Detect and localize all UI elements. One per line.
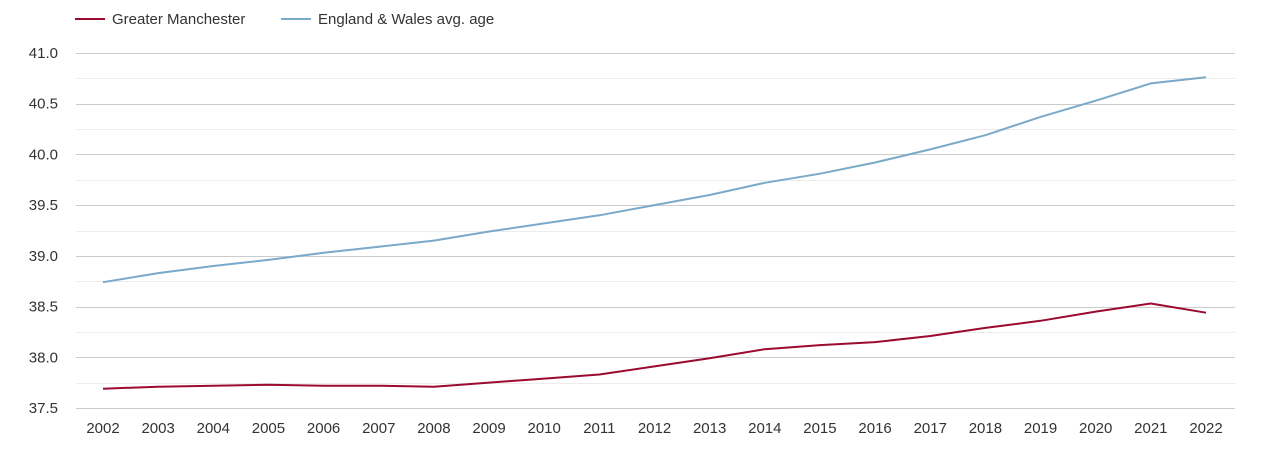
x-tick-label: 2017: [914, 420, 947, 437]
y-tick-label: 40.5: [29, 96, 58, 113]
x-tick-label: 2005: [252, 420, 285, 437]
x-tick-label: 2021: [1134, 420, 1167, 437]
x-tick-label: 2022: [1189, 420, 1222, 437]
x-tick-label: 2010: [528, 420, 561, 437]
gridlines: [76, 53, 1235, 409]
x-tick-label: 2007: [362, 420, 395, 437]
y-tick-label: 41.0: [29, 45, 58, 62]
x-tick-label: 2015: [803, 420, 836, 437]
x-tick-label: 2020: [1079, 420, 1112, 437]
y-tick-label: 39.5: [29, 197, 58, 214]
series-lines: [102, 76, 1207, 390]
y-tick-label: 39.0: [29, 248, 58, 265]
x-tick-label: 2019: [1024, 420, 1057, 437]
x-tick-label: 2006: [307, 420, 340, 437]
x-tick-label: 2003: [141, 420, 174, 437]
y-tick-label: 38.5: [29, 299, 58, 316]
x-tick-label: 2018: [969, 420, 1002, 437]
x-tick-label: 2008: [417, 420, 450, 437]
series-line-greater-manchester: [102, 302, 1207, 390]
legend-label-greater-manchester: Greater Manchester: [112, 11, 245, 28]
y-tick-label: 38.0: [29, 349, 58, 366]
y-tick-label: 37.5: [29, 400, 58, 417]
x-tick-label: 2009: [472, 420, 505, 437]
x-tick-label: 2012: [638, 420, 671, 437]
x-tick-label: 2011: [583, 420, 615, 437]
legend: Greater Manchester England & Wales avg. …: [75, 11, 494, 28]
y-axis-ticks: 37.5 38.0 38.5 39.0 39.5 40.0 40.5 41.0: [29, 45, 58, 417]
x-tick-label: 2014: [748, 420, 781, 437]
x-axis-ticks: 2002 2003 2004 2005 2006 2007 2008 2009 2010 2011…: [86, 420, 1222, 437]
x-tick-label: 2002: [86, 420, 119, 437]
x-tick-label: 2013: [693, 420, 726, 437]
x-tick-label: 2016: [858, 420, 891, 437]
series-line-england-wales: [102, 76, 1207, 284]
x-tick-label: 2004: [197, 420, 230, 437]
y-tick-label: 40.0: [29, 146, 58, 163]
legend-label-england-wales: England & Wales avg. age: [318, 11, 494, 28]
